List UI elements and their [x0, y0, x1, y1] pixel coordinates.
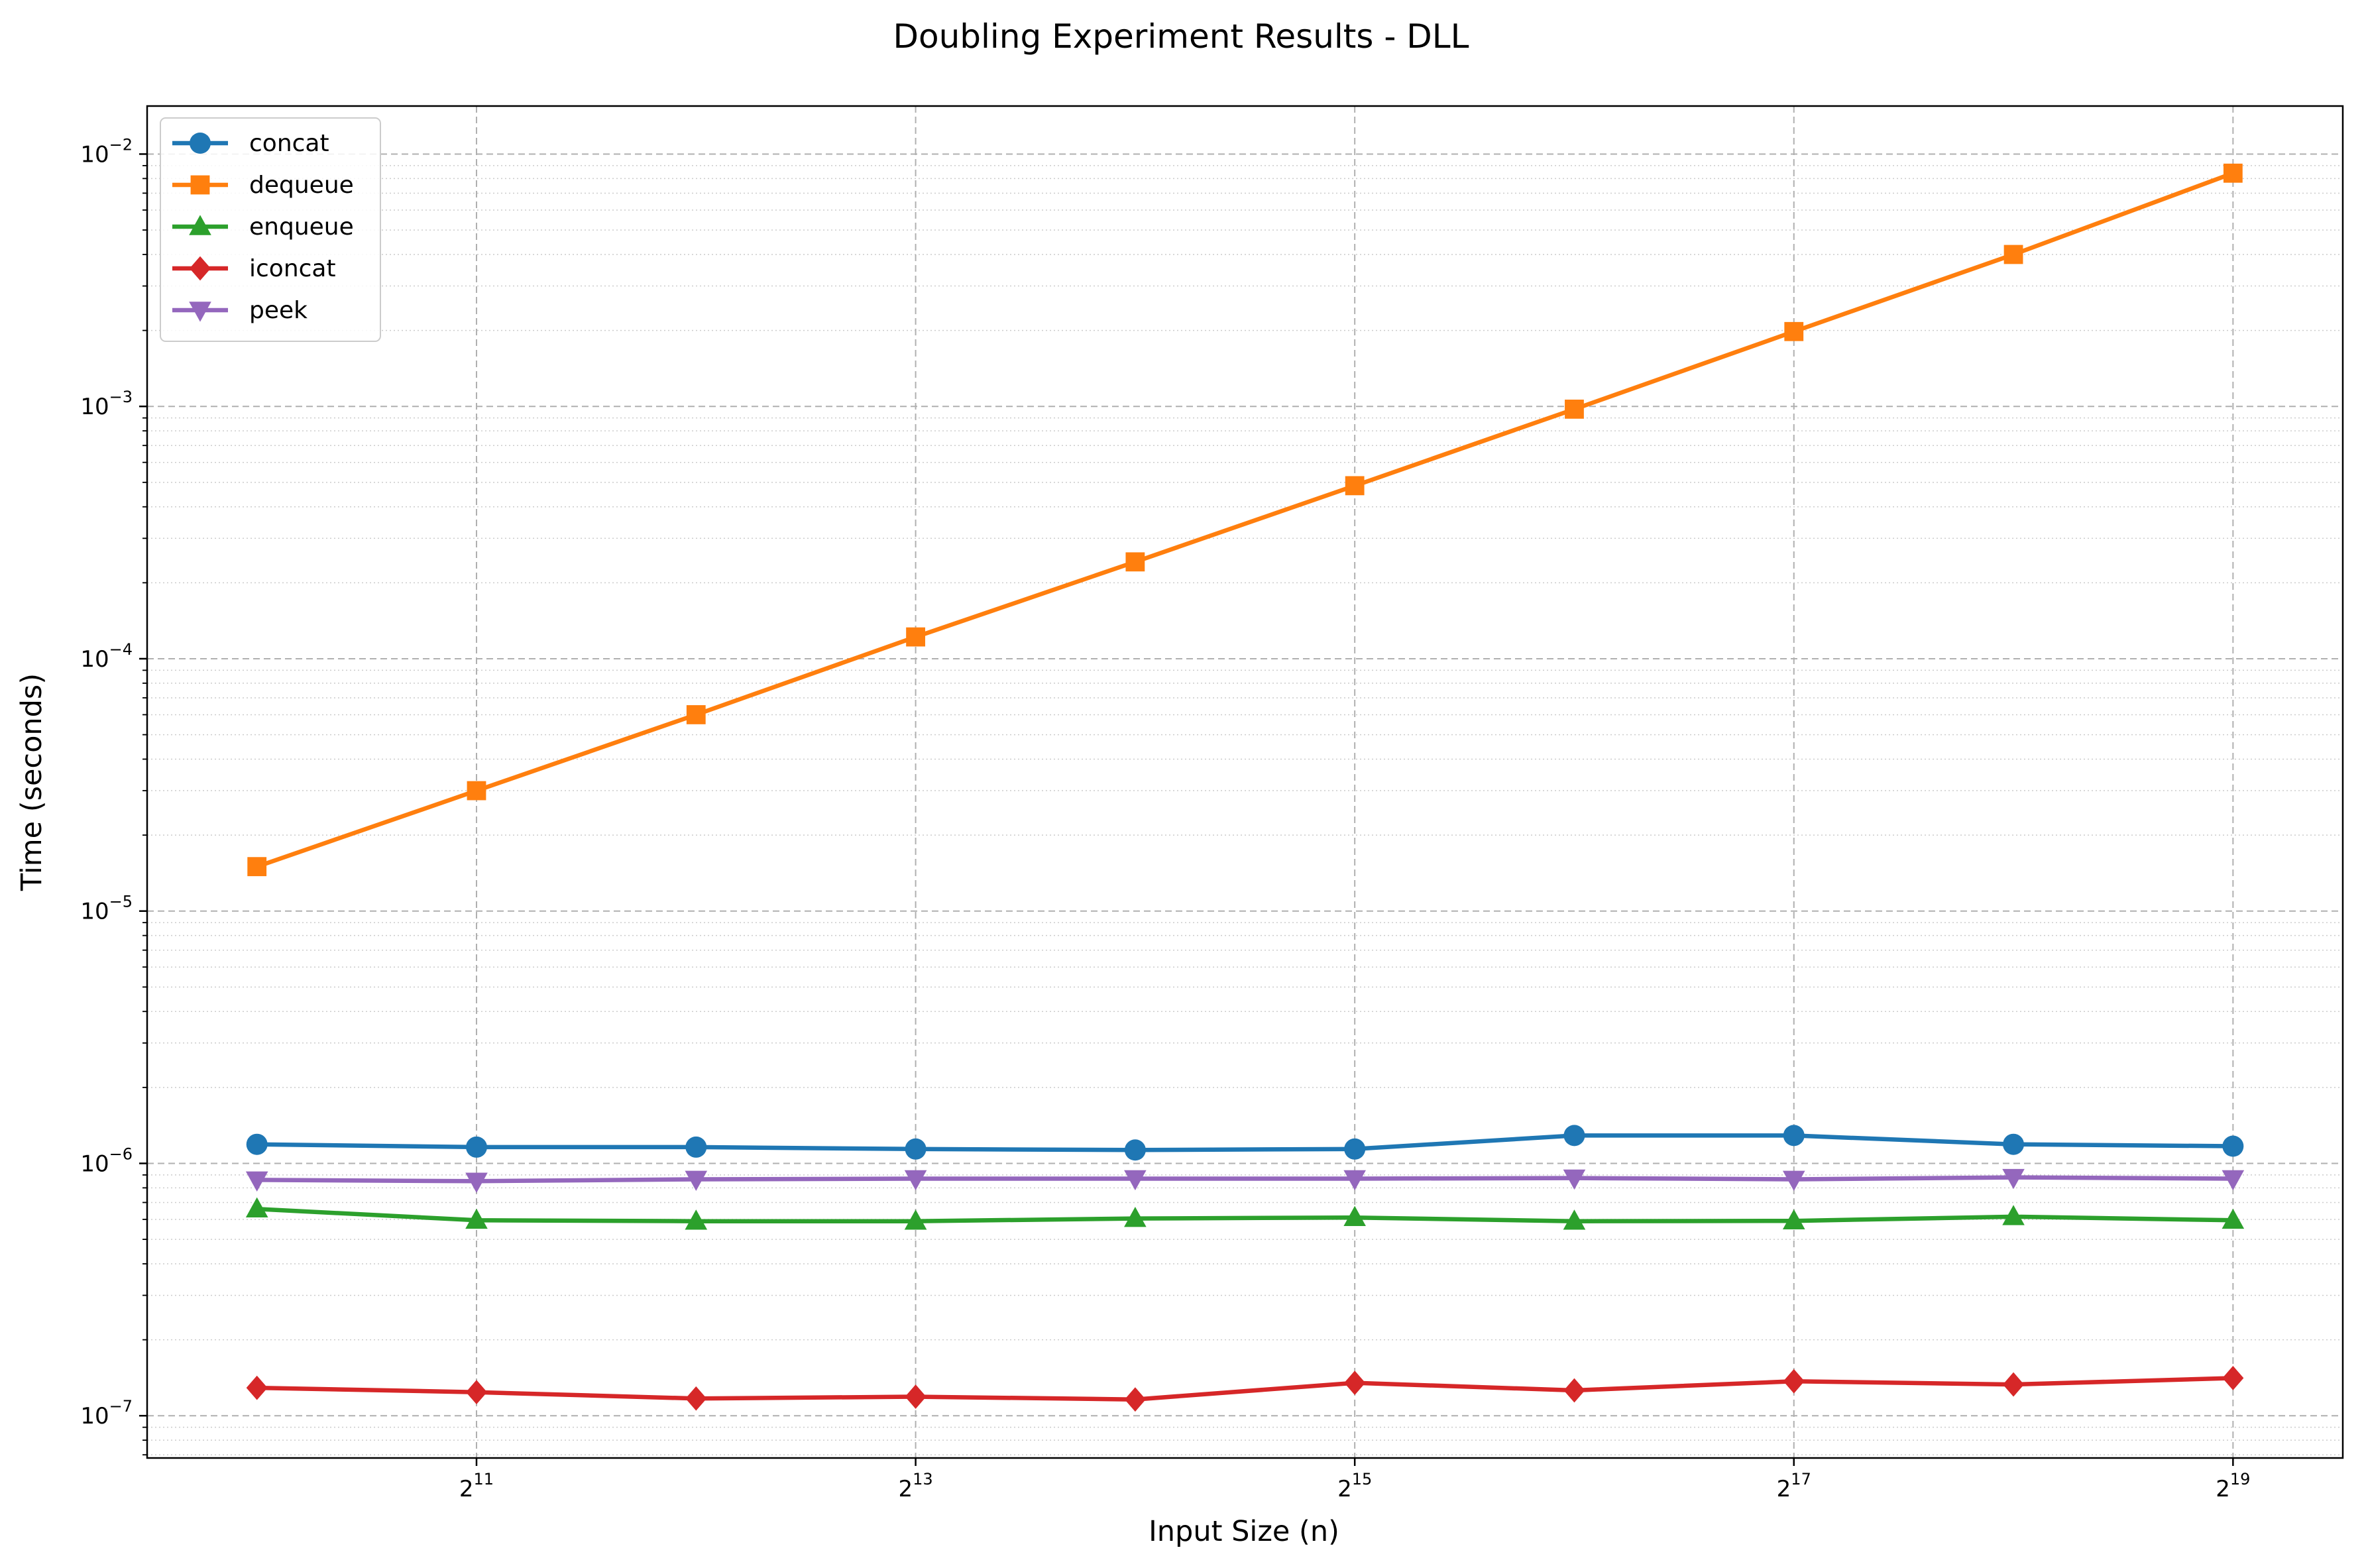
legend-label: concat: [249, 130, 329, 157]
data-point-peek: [2002, 1168, 2025, 1190]
data-point-dequeue: [247, 857, 267, 877]
y-tick-label: 10−2: [80, 135, 133, 168]
data-point-peek: [1343, 1170, 1366, 1191]
data-point-iconcat: [2222, 1366, 2244, 1390]
series-layer: [245, 163, 2245, 1412]
data-point-dequeue: [686, 705, 706, 724]
legend-marker: [190, 256, 211, 281]
data-point-iconcat: [685, 1386, 707, 1411]
data-point-enqueue: [245, 1197, 268, 1217]
plot-frame: [146, 105, 2344, 1459]
data-point-concat: [1344, 1138, 1366, 1160]
y-tick-label: 10−5: [80, 893, 133, 925]
data-point-dequeue: [2003, 245, 2023, 264]
data-point-iconcat: [2003, 1372, 2025, 1397]
data-point-dequeue: [906, 627, 925, 647]
y-tick-label: 10−4: [80, 640, 133, 673]
data-point-enqueue: [1563, 1209, 1586, 1230]
data-point-peek: [904, 1170, 927, 1191]
data-point-concat: [2222, 1135, 2244, 1157]
data-point-concat: [246, 1133, 268, 1155]
data-point-peek: [465, 1172, 488, 1193]
y-axis-label: Time (seconds): [15, 673, 48, 891]
data-point-iconcat: [1783, 1369, 1805, 1394]
data-point-iconcat: [465, 1380, 487, 1405]
x-tick-label: 217: [1777, 1470, 1811, 1502]
data-point-concat: [1124, 1139, 1146, 1161]
data-point-dequeue: [1565, 400, 1584, 419]
legend-marker: [189, 215, 211, 235]
legend-item-peek: peek: [172, 297, 308, 324]
data-point-concat: [465, 1136, 487, 1158]
data-point-enqueue: [685, 1209, 708, 1230]
legend-item-dequeue: dequeue: [172, 172, 354, 199]
series-line-dequeue: [256, 171, 2234, 869]
data-point-concat: [905, 1138, 927, 1160]
data-point-concat: [1783, 1125, 1805, 1147]
y-tick-label: 10−3: [80, 388, 133, 420]
x-axis-label: Input Size (n): [1149, 1515, 1339, 1548]
data-point-dequeue: [1345, 476, 1365, 496]
y-tick-label: 10−6: [80, 1145, 133, 1177]
data-point-dequeue: [467, 781, 486, 801]
data-point-iconcat: [1563, 1378, 1585, 1403]
data-point-enqueue: [904, 1209, 927, 1230]
legend: concat dequeue enqueue iconcat peek: [160, 117, 381, 342]
data-point-concat: [2003, 1133, 2025, 1155]
x-tick-label: 213: [898, 1470, 932, 1502]
data-point-dequeue: [1125, 552, 1145, 572]
x-tick-label: 211: [459, 1470, 494, 1502]
series-concat: [246, 1125, 2244, 1161]
legend-label: enqueue: [249, 213, 354, 241]
data-point-concat: [685, 1136, 707, 1158]
data-point-enqueue: [2222, 1208, 2245, 1229]
y-axis: 10−7 10−6 10−5 10−4 10−3 10−2: [80, 135, 147, 1456]
series-line-enqueue: [256, 1206, 2233, 1223]
y-tick-label: 10−7: [80, 1397, 133, 1429]
series-line-concat: [256, 1133, 2233, 1152]
data-point-peek: [2222, 1170, 2245, 1191]
data-point-peek: [1563, 1169, 1586, 1190]
legend-label: iconcat: [249, 255, 336, 282]
legend-item-concat: concat: [172, 130, 329, 157]
legend-marker: [190, 133, 211, 154]
series-iconcat: [246, 1366, 2244, 1412]
x-tick-label: 215: [1337, 1470, 1372, 1502]
series-enqueue: [245, 1197, 2245, 1230]
series-line-iconcat: [256, 1376, 2233, 1402]
data-point-dequeue: [1784, 321, 1804, 341]
data-point-dequeue: [2223, 163, 2243, 183]
data-point-peek: [685, 1170, 708, 1192]
legend-label: peek: [249, 297, 308, 324]
chart-title: Doubling Experiment Results - DLL: [893, 17, 1469, 56]
data-point-iconcat: [1344, 1371, 1366, 1396]
x-tick-label: 219: [2216, 1470, 2250, 1502]
legend-marker: [189, 302, 211, 322]
data-point-enqueue: [465, 1208, 488, 1229]
legend-label: dequeue: [249, 172, 354, 199]
legend-box: [160, 117, 381, 342]
series-peek: [245, 1168, 2245, 1193]
data-point-enqueue: [1343, 1205, 1366, 1227]
data-point-enqueue: [2002, 1205, 2025, 1225]
data-point-iconcat: [246, 1375, 268, 1400]
grid: [147, 106, 2343, 1458]
data-point-concat: [1563, 1125, 1585, 1147]
legend-item-enqueue: enqueue: [172, 213, 354, 241]
x-axis: 211 213 215 217 219: [459, 1458, 2250, 1502]
data-point-peek: [1782, 1170, 1805, 1192]
data-point-iconcat: [905, 1384, 927, 1409]
data-point-peek: [245, 1171, 268, 1192]
series-line-peek: [256, 1175, 2233, 1184]
legend-item-iconcat: iconcat: [172, 255, 336, 282]
data-point-enqueue: [1124, 1206, 1147, 1227]
data-point-iconcat: [1124, 1387, 1146, 1412]
data-point-peek: [1124, 1170, 1147, 1191]
data-point-enqueue: [1782, 1209, 1805, 1229]
series-dequeue: [247, 163, 2243, 877]
legend-marker: [190, 175, 210, 195]
